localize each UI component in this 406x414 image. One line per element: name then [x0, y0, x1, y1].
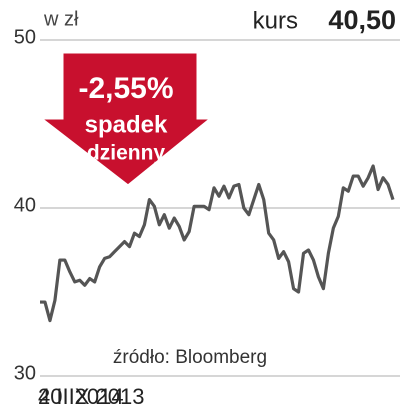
unit-label: w zł — [43, 8, 79, 30]
x-tick-label: 4 II 2014 — [38, 384, 124, 409]
price-value: 40,50 — [328, 5, 396, 35]
badge-arrow — [35, 50, 217, 188]
price-line — [40, 164, 395, 323]
y-tick-label: 40 — [14, 194, 36, 216]
source: źródło: Bloomberg — [113, 347, 267, 368]
price-label: kurs — [253, 7, 298, 34]
badge-text: dzienny — [87, 142, 165, 165]
badge-text: spadek — [85, 111, 168, 138]
x-tick-label: 20 IX 2013 — [38, 384, 144, 409]
badge-change: -2,55% — [78, 72, 173, 105]
badge: -2,55% spadek dzienny — [35, 50, 217, 188]
y-tick-label: 30 — [14, 362, 36, 384]
y-tick-label: 50 — [14, 26, 36, 48]
